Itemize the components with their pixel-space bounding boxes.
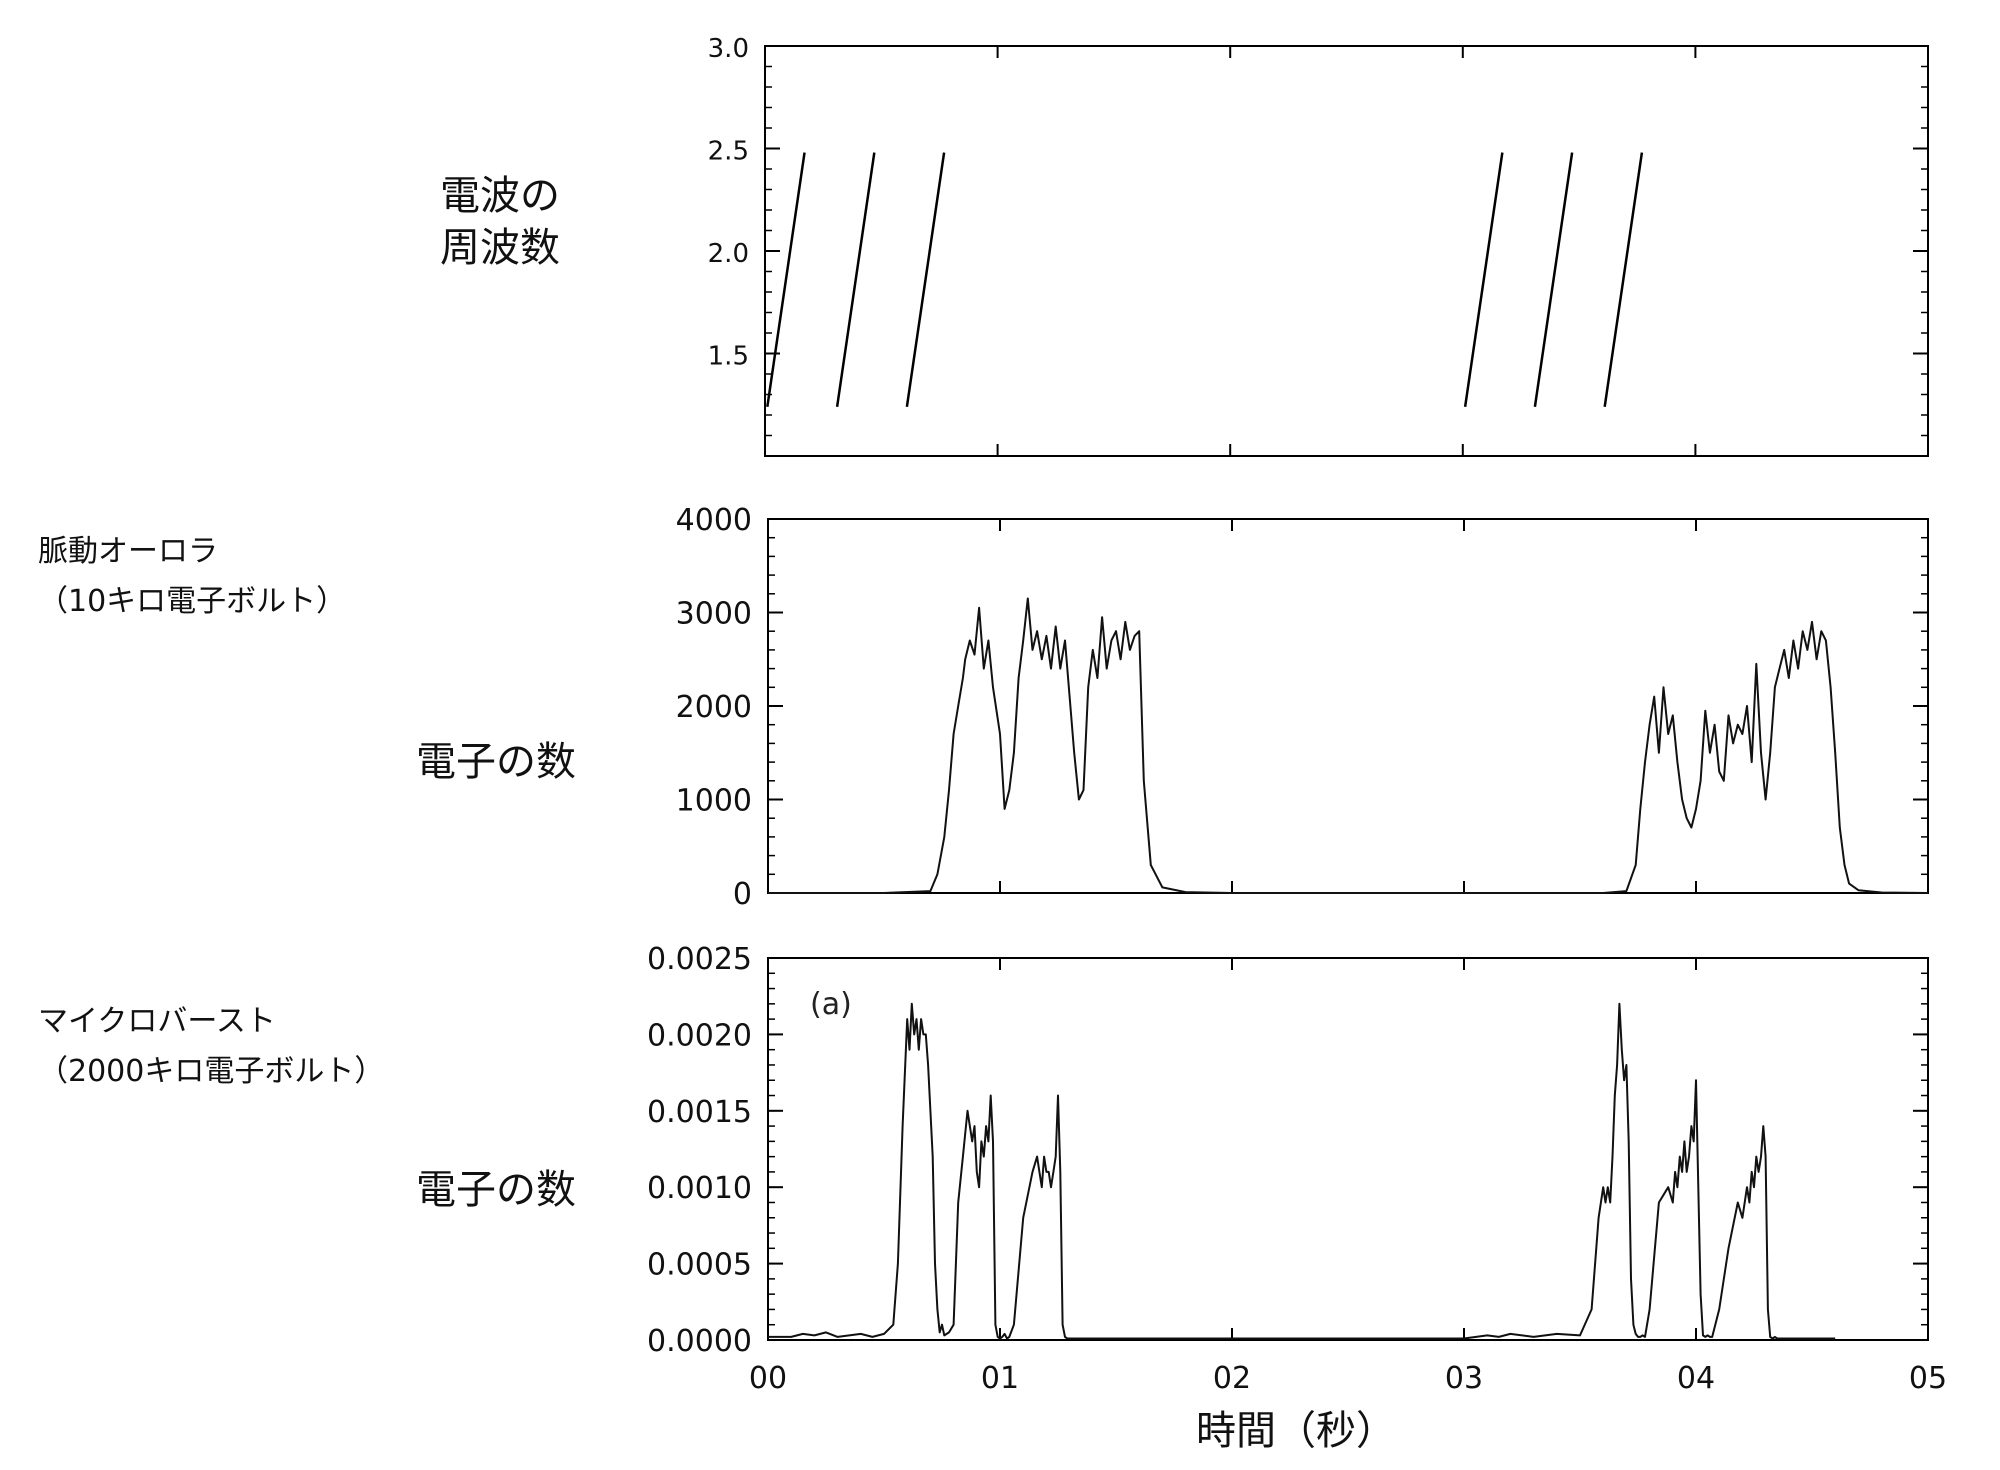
freq-sweep-line — [1603, 152, 1644, 407]
aurora-y-tick-label: 2000 — [676, 690, 752, 725]
microburst-y-tick-label: 0.0000 — [647, 1324, 752, 1359]
microburst-annotation: (a) — [810, 987, 852, 1022]
microburst-data-line — [768, 1002, 1836, 1340]
microburst-y-tick-label: 0.0025 — [647, 942, 752, 977]
aurora-data-line — [768, 597, 1929, 894]
freq-y-tick-label: 2.5 — [708, 137, 749, 167]
microburst-x-tick-label: 05 — [1909, 1361, 1947, 1396]
freq-sweep-line — [835, 152, 876, 407]
aurora-side-label-line1: 脈動オーロラ — [38, 534, 218, 569]
aurora-y-tick-label: 0 — [733, 877, 752, 912]
freq-y-tick-label: 1.5 — [708, 342, 749, 372]
aurora-ylabel: 電子の数 — [416, 739, 576, 785]
microburst-x-tick-label: 01 — [981, 1361, 1019, 1396]
microburst-side-label-line1: マイクロバースト — [38, 1004, 276, 1039]
aurora-y-tick-label: 4000 — [676, 503, 752, 538]
microburst-panel: 0.0000 0.0005 0.0010 0.0015 0.0020 0.0025 00 01… — [647, 942, 1947, 1396]
microburst-side-label-line2: （2000キロ電子ボルト） — [38, 1054, 385, 1089]
aurora-y-tick-label: 3000 — [676, 597, 752, 632]
microburst-y-tick-label: 0.0020 — [647, 1018, 752, 1053]
microburst-x-tick-label: 03 — [1445, 1361, 1483, 1396]
microburst-ylabel: 電子の数 — [416, 1167, 576, 1213]
microburst-x-tick-label: 04 — [1677, 1361, 1715, 1396]
microburst-x-tick-label: 00 — [749, 1361, 787, 1396]
freq-sweep-line — [905, 152, 946, 407]
microburst-y-tick-label: 0.0005 — [647, 1248, 752, 1283]
x-axis-label: 時間（秒） — [1196, 1408, 1396, 1454]
panel1-ylabel-line1: 電波の — [440, 173, 560, 219]
microburst-y-tick-label: 0.0010 — [647, 1171, 752, 1206]
freq-y-tick-label: 2.0 — [708, 239, 749, 269]
microburst-plot-frame — [767, 957, 1929, 1341]
freq-sweep-line — [1533, 152, 1574, 407]
freq-plot-frame — [764, 45, 1929, 457]
microburst-x-tick-label: 02 — [1213, 1361, 1251, 1396]
microburst-y-tick-label: 0.0015 — [647, 1095, 752, 1130]
aurora-side-label-line2: （10キロ電子ボルト） — [38, 584, 347, 619]
aurora-panel: 0 1000 2000 3000 4000 — [676, 503, 1929, 912]
panel1-ylabel-line2: 周波数 — [440, 225, 560, 271]
aurora-y-tick-label: 1000 — [676, 784, 752, 819]
freq-y-tick-label: 3.0 — [708, 34, 749, 64]
frequency-panel: 1.5 2.0 2.5 3.0 — [708, 34, 1929, 457]
freq-sweep-line — [766, 152, 806, 407]
freq-sweep-line — [1463, 152, 1504, 407]
